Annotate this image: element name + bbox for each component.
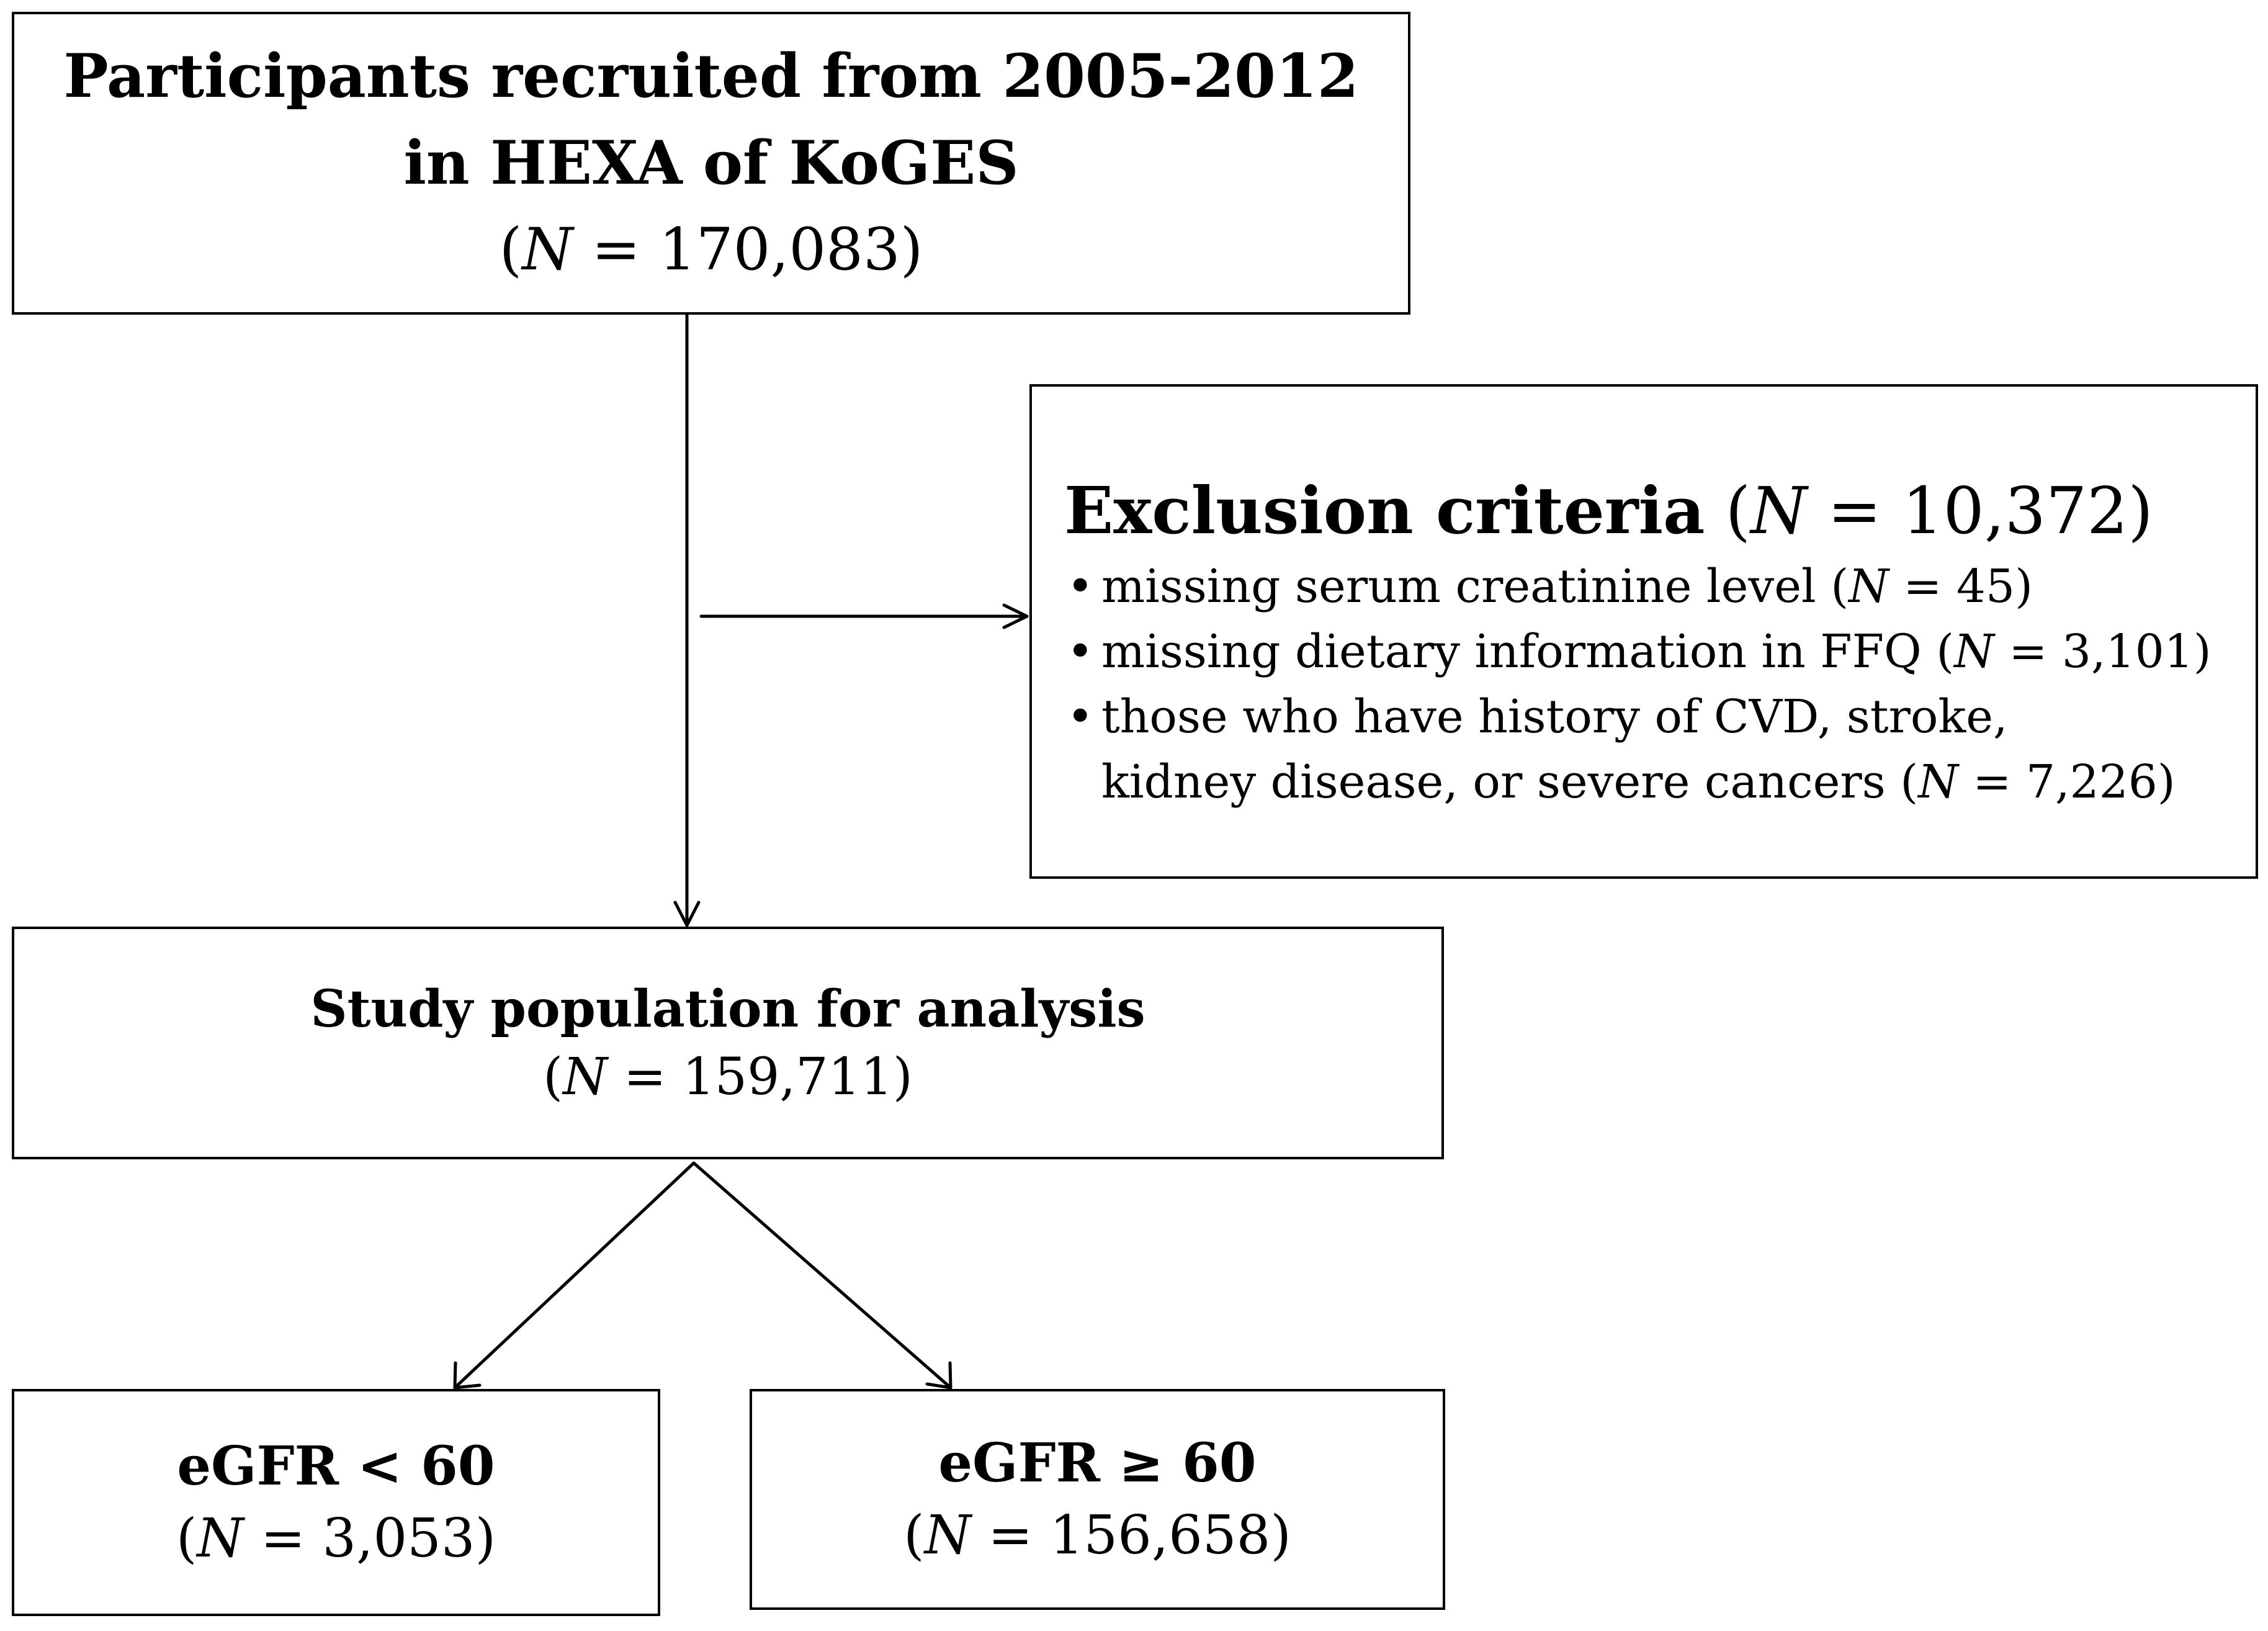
paren-open: ( [903, 1504, 925, 1566]
exclusion-item-count: 45 [1956, 560, 2015, 613]
paren-close: ) [2193, 625, 2212, 678]
n-symbol: N [924, 1504, 971, 1566]
n-symbol: N [522, 216, 573, 284]
egfr-high-title: eGFR ≥ 60 [938, 1432, 1257, 1494]
equals-sign: = [1994, 625, 2062, 678]
paren-close: ) [2015, 560, 2033, 613]
equals-sign: = [573, 216, 660, 284]
exclusion-arrowhead [1002, 603, 1029, 629]
n-symbol: N [1849, 560, 1889, 613]
exclusion-title: Exclusion criteria [1064, 472, 1705, 549]
exclusion-item-text-cont: kidney disease, or severe cancers [1101, 755, 1886, 809]
egfr-high-count-line: (N = 156,658) [903, 1499, 1291, 1571]
study-to-high-arrowhead [925, 1361, 952, 1390]
exclusion-box: Exclusion criteria (N = 10,372) missing … [1029, 384, 2258, 879]
n-symbol: N [1750, 473, 1808, 549]
n-symbol: N [563, 1047, 607, 1107]
egfr-low-count-line: (N = 3,053) [176, 1503, 496, 1575]
paren-open: ( [1900, 755, 1919, 809]
exclusion-item-count: 7,226 [2025, 755, 2158, 809]
paren-close: ) [1270, 1504, 1291, 1566]
exclusion-heading: Exclusion criteria (N = 10,372) [1064, 467, 2256, 554]
exclusion-item: those who have history of CVD, stroke, ki… [1064, 685, 2256, 815]
egfr-low-box: eGFR < 60 (N = 3,053) [12, 1389, 660, 1616]
n-symbol: N [197, 1507, 244, 1570]
exclusion-item: missing dietary information in FFQ (N = … [1064, 619, 2256, 685]
paren-open: ( [1725, 473, 1751, 549]
recruited-box: Participants recruited from 2005-2012 in… [12, 12, 1410, 315]
exclusion-item-text: missing serum creatinine level [1101, 560, 1816, 613]
study-population-box: Study population for analysis (N = 159,7… [12, 927, 1444, 1159]
recruited-to-study-arrowhead [673, 901, 701, 927]
paren-close: ) [475, 1507, 496, 1570]
paren-close: ) [2128, 473, 2153, 549]
paren-open: ( [176, 1507, 197, 1570]
exclusion-item-count: 3,101 [2061, 625, 2194, 678]
paren-close: ) [900, 216, 923, 284]
exclusion-count-group: (N = 10,372) [1726, 473, 2153, 549]
paren-open: ( [1936, 625, 1955, 678]
paren-open: ( [543, 1047, 563, 1107]
paren-open: ( [499, 216, 522, 284]
egfr-high-count: 156,658 [1049, 1504, 1271, 1566]
exclusion-item: missing serum creatinine level (N = 45) [1064, 554, 2256, 619]
recruited-line2: in HEXA of KoGES [403, 128, 1019, 198]
exclusion-list: missing serum creatinine level (N = 45) … [1064, 554, 2256, 815]
egfr-high-box: eGFR ≥ 60 (N = 156,658) [750, 1389, 1445, 1610]
exclusion-count: 10,372 [1902, 473, 2128, 549]
recruited-line1: Participants recruited from 2005-2012 [63, 41, 1359, 111]
equals-sign: = [970, 1504, 1050, 1566]
study-count-line: (N = 159,711) [543, 1043, 913, 1112]
study-title: Study population for analysis [310, 979, 1145, 1039]
exclusion-item-text: those who have history of CVD, stroke, [1101, 690, 2008, 744]
paren-close: ) [892, 1047, 913, 1107]
n-symbol: N [1954, 625, 1994, 678]
recruited-count-line: (N = 170,083) [500, 207, 923, 294]
egfr-low-count: 3,053 [322, 1507, 475, 1570]
equals-sign: = [1958, 755, 2026, 809]
equals-sign: = [243, 1507, 323, 1570]
n-symbol: N [1918, 755, 1958, 809]
paren-open: ( [1831, 560, 1849, 613]
egfr-low-title: eGFR < 60 [177, 1435, 495, 1498]
recruited-count: 170,083 [659, 216, 900, 284]
study-to-low-connector [453, 1161, 696, 1390]
equals-sign: = [1807, 473, 1903, 549]
study-count: 159,711 [682, 1047, 893, 1107]
equals-sign: = [607, 1047, 683, 1107]
study-to-high-connector [692, 1161, 952, 1390]
study-to-low-arrowhead [453, 1361, 482, 1390]
equals-sign: = [1888, 560, 1956, 613]
paren-close: ) [2157, 755, 2176, 809]
exclusion-item-text: missing dietary information in FFQ [1101, 625, 1922, 678]
